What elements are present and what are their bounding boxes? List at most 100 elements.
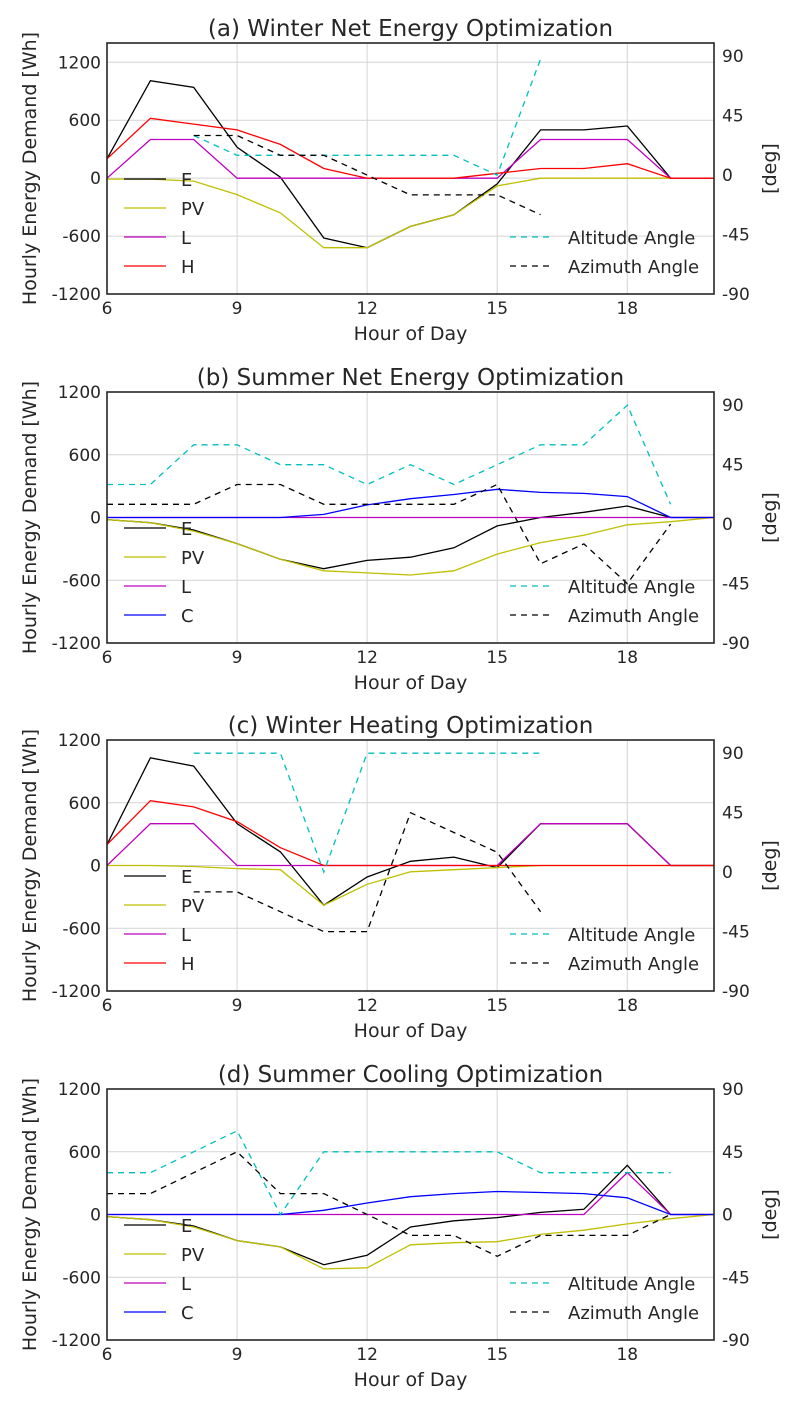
legend-label: Azimuth Angle: [568, 606, 699, 627]
y-tick-label: 600: [69, 794, 101, 814]
y-axis-label: Hourly Energy Demand [Wh]: [19, 1078, 41, 1351]
chart-title: (a) Winter Net Energy Optimization: [208, 16, 613, 42]
x-axis-label: Hour of Day: [354, 1020, 468, 1042]
legend-label: E: [181, 1216, 192, 1237]
x-tick-label: 9: [232, 299, 243, 319]
legend-label: Altitude Angle: [568, 577, 695, 598]
y-tick-label: -600: [62, 919, 101, 939]
legend-label: Azimuth Angle: [568, 257, 699, 278]
x-tick-label: 18: [616, 996, 638, 1016]
series-line-h: [106, 800, 714, 867]
plot-frame: [106, 1088, 715, 1341]
series-line-altitude-angle: [107, 404, 672, 505]
legend-label: E: [181, 867, 192, 888]
y2-tick-label: 0: [722, 1206, 733, 1226]
x-tick-label: 6: [102, 1345, 113, 1365]
y2-tick-label: -45: [722, 575, 750, 595]
y-tick-label: 1200: [58, 383, 101, 403]
legend-label: L: [181, 925, 191, 946]
y2-tick-label: 45: [722, 107, 744, 127]
series-line-azimuth-angle: [193, 134, 541, 216]
y2-tick-label: 45: [722, 1143, 744, 1163]
y-tick-label: 0: [90, 169, 101, 189]
legend-label: E: [181, 519, 192, 540]
x-tick-label: 12: [356, 299, 378, 319]
y2-tick-label: -45: [722, 1268, 750, 1288]
y2-tick-label: -90: [722, 285, 750, 305]
chart-panel-1: 6 9 12 15 18 -1200 -600 0 600 1200 -90 -45 0 45 90 (a) …: [19, 16, 781, 345]
x-tick-label: 15: [486, 299, 508, 319]
legend-label: L: [181, 1274, 191, 1295]
legend-label: H: [181, 257, 195, 278]
y2-tick-label: 45: [722, 804, 744, 824]
legend-label: PV: [181, 199, 205, 220]
y2-tick-label: -45: [722, 923, 750, 943]
x-tick-label: 6: [102, 299, 113, 319]
chart-title: (c) Winter Heating Optimization: [228, 713, 594, 739]
series-line-altitude-angle: [107, 1129, 671, 1216]
x-tick-label: 15: [486, 996, 508, 1016]
chart-panel-3: 6 9 12 15 18 -1200 -600 0 600 1200 -90 -45 0 45 90 (c) …: [19, 713, 781, 1042]
series-line-c: [107, 1190, 714, 1216]
series-line-altitude-angle: [193, 58, 542, 176]
legend-label: L: [181, 228, 191, 249]
y-tick-label: 600: [69, 446, 101, 466]
x-tick-label: 18: [616, 648, 638, 668]
plot-area: [107, 43, 714, 294]
y-tick-label: 600: [69, 1143, 101, 1163]
y2-tick-label: 90: [722, 744, 744, 764]
y2-tick-label: -90: [722, 634, 750, 654]
x-axis-label: Hour of Day: [354, 323, 468, 345]
y2-axis-label: [deg]: [759, 1189, 781, 1240]
series-line-altitude-angle: [193, 752, 541, 874]
y-tick-label: -1200: [52, 285, 101, 305]
y2-axis-label: [deg]: [759, 840, 781, 891]
y2-tick-label: 90: [722, 47, 744, 67]
y-tick-label: -600: [62, 227, 101, 247]
series-line-azimuth-angle: [107, 1151, 671, 1258]
plot-frame: [106, 42, 715, 295]
y2-tick-label: 0: [722, 515, 733, 535]
y-tick-label: 0: [90, 1206, 101, 1226]
legend-label: PV: [181, 1245, 205, 1266]
y-axis-label: Hourly Energy Demand [Wh]: [19, 381, 41, 654]
y2-tick-label: 90: [722, 396, 744, 416]
series-line-h: [106, 117, 714, 179]
x-tick-label: 6: [102, 996, 113, 1016]
series-line-c: [107, 488, 714, 519]
chart-panel-4: 6 9 12 15 18 -1200 -600 0 600 1200 -90 -45 0 45 90 (d) …: [19, 1062, 781, 1391]
legend-label: Azimuth Angle: [568, 954, 699, 975]
chart-title: (d) Summer Cooling Optimization: [218, 1062, 603, 1088]
legend-label: C: [181, 606, 194, 627]
y-tick-label: 1200: [58, 1080, 101, 1100]
legend-label: C: [181, 1303, 194, 1324]
y2-axis-label: [deg]: [759, 492, 781, 543]
x-tick-label: 9: [232, 996, 243, 1016]
legend-label: Altitude Angle: [568, 228, 695, 249]
y2-tick-label: 0: [722, 166, 733, 186]
x-axis-label: Hour of Day: [354, 1369, 468, 1391]
x-tick-label: 6: [102, 648, 113, 668]
x-tick-label: 9: [232, 1345, 243, 1365]
y-axis-label: Hourly Energy Demand [Wh]: [19, 729, 41, 1002]
y-axis-label: Hourly Energy Demand [Wh]: [19, 32, 41, 305]
plot-frame: [106, 391, 715, 644]
series-line-azimuth-angle: [107, 483, 672, 585]
y-tick-label: 0: [90, 509, 101, 529]
x-tick-label: 9: [232, 648, 243, 668]
y-tick-label: -1200: [52, 982, 101, 1002]
legend-label: L: [181, 577, 191, 598]
y2-tick-label: 90: [722, 1080, 744, 1100]
series-line-pv: [106, 1213, 715, 1270]
y-tick-label: -600: [62, 1268, 101, 1288]
chart-panel-2: 6 9 12 15 18 -1200 -600 0 600 1200 -90 -45 0 45 90 (b) …: [19, 365, 781, 694]
legend-label: H: [181, 954, 195, 975]
y2-axis-label: [deg]: [759, 143, 781, 194]
legend-label: PV: [181, 548, 205, 569]
series-line-azimuth-angle: [193, 811, 542, 933]
x-tick-label: 15: [486, 648, 508, 668]
x-axis-label: Hour of Day: [354, 672, 468, 694]
y-tick-label: -1200: [52, 634, 101, 654]
x-tick-label: 12: [356, 1345, 378, 1365]
